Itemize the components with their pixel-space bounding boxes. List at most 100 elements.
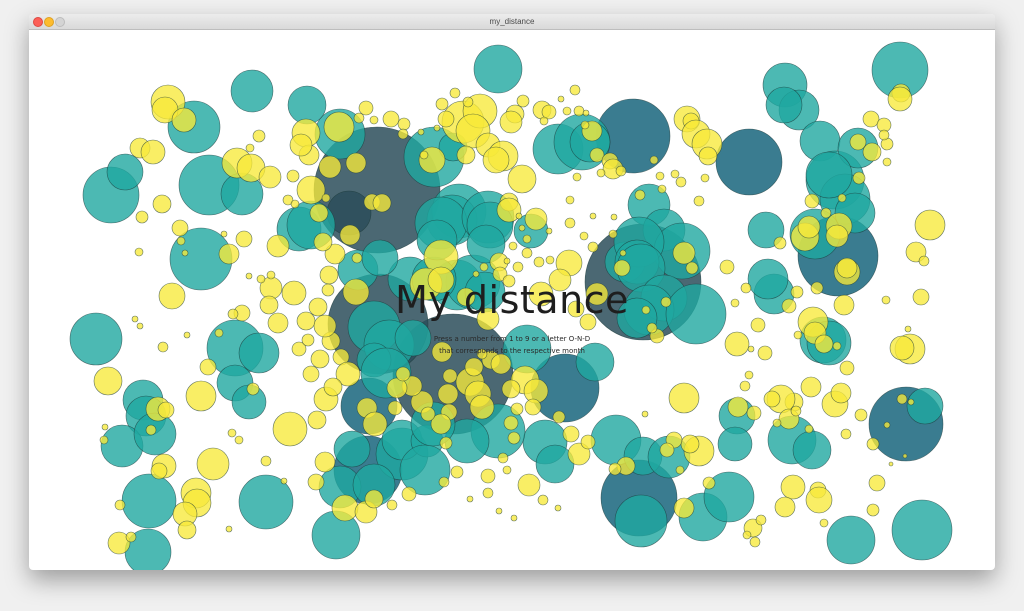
- distance-bubble: [437, 110, 455, 128]
- distance-bubble: [522, 234, 532, 244]
- distance-bubble: [849, 133, 867, 151]
- distance-bubble: [309, 203, 329, 223]
- distance-bubble: [557, 95, 565, 103]
- distance-bubble: [121, 473, 177, 529]
- distance-bubble: [282, 194, 294, 206]
- distance-bubble: [171, 219, 189, 237]
- distance-bubble: [792, 430, 832, 470]
- distance-bubble: [333, 430, 371, 468]
- distance-bubble: [439, 436, 453, 450]
- distance-bubble: [702, 476, 716, 490]
- distance-bubble: [862, 110, 880, 128]
- sketch-canvas[interactable]: My distance Press a number from 1 to 9 o…: [29, 30, 995, 570]
- close-window-button[interactable]: [33, 17, 43, 27]
- distance-bubble: [245, 272, 253, 280]
- distance-bubble: [176, 236, 186, 246]
- distance-bubble: [266, 270, 276, 280]
- distance-bubble: [466, 495, 474, 503]
- distance-bubble: [907, 398, 915, 406]
- distance-bubble: [140, 139, 166, 165]
- distance-bubble: [832, 341, 842, 351]
- distance-bubble: [437, 383, 459, 405]
- distance-bubble: [668, 382, 700, 414]
- distance-bubble: [837, 193, 847, 203]
- distance-bubble: [397, 128, 409, 140]
- distance-bubble: [589, 147, 605, 163]
- distance-bubble: [882, 157, 892, 167]
- distance-bubble: [517, 473, 541, 497]
- distance-bubble: [742, 530, 752, 540]
- distance-bubble: [862, 142, 882, 162]
- distance-bubble: [589, 212, 597, 220]
- distance-bubble: [135, 210, 149, 224]
- distance-bubble: [196, 447, 230, 481]
- distance-bubble: [181, 249, 189, 257]
- distance-bubble: [177, 520, 197, 540]
- distance-bubble: [321, 283, 335, 297]
- distance-bubble: [659, 442, 675, 458]
- distance-bubble: [724, 331, 750, 357]
- distance-bubble: [324, 243, 346, 265]
- distance-bubble: [272, 411, 308, 447]
- distance-bubble: [114, 499, 126, 511]
- distance-bubble: [502, 274, 516, 288]
- distance-bubble: [744, 370, 754, 380]
- distance-bubble: [302, 365, 320, 383]
- distance-bubble: [763, 390, 781, 408]
- distance-bubble: [345, 152, 367, 174]
- distance-bubble: [225, 525, 233, 533]
- distance-bubble: [660, 296, 672, 308]
- distance-bubble: [613, 259, 631, 277]
- distance-bubble: [450, 465, 464, 479]
- distance-bubble: [820, 207, 832, 219]
- distance-bubble: [902, 453, 908, 459]
- distance-bubble: [580, 120, 590, 130]
- distance-bubble: [214, 328, 224, 338]
- distance-bubble: [145, 424, 157, 436]
- distance-bubble: [430, 413, 452, 435]
- window-titlebar[interactable]: my_distance: [29, 14, 995, 30]
- distance-bubble: [868, 474, 886, 492]
- distance-bubble: [185, 380, 217, 412]
- distance-bubble: [353, 112, 365, 124]
- distance-bubble: [462, 96, 474, 108]
- distance-bubble: [715, 128, 783, 196]
- distance-bubble: [289, 133, 313, 157]
- distance-bubble: [230, 69, 274, 113]
- distance-bubble: [747, 211, 785, 249]
- distance-bubble: [280, 477, 288, 485]
- distance-bubble: [321, 193, 331, 203]
- distance-bubble: [839, 360, 855, 376]
- distance-bubble: [614, 494, 668, 548]
- distance-bubble: [499, 110, 523, 134]
- distance-bubble: [472, 270, 480, 278]
- distance-bubble: [256, 274, 266, 284]
- distance-bubble: [747, 258, 789, 300]
- distance-bubble: [608, 229, 618, 239]
- distance-bubble: [502, 465, 512, 475]
- distance-bubble: [515, 212, 523, 220]
- distance-bubble: [673, 497, 695, 519]
- distance-bubble: [533, 256, 545, 268]
- distance-bubble: [476, 348, 488, 360]
- distance-bubble: [774, 496, 796, 518]
- distance-bubble: [246, 382, 260, 396]
- distance-bubble: [670, 169, 680, 179]
- distance-bubble: [323, 377, 343, 397]
- distance-bubble: [503, 257, 511, 265]
- distance-bubble: [456, 145, 476, 165]
- zoom-window-button[interactable]: [55, 17, 65, 27]
- distance-bubble: [93, 366, 123, 396]
- distance-bubble: [634, 189, 646, 201]
- distance-bubble: [693, 195, 705, 207]
- distance-bubble: [449, 87, 461, 99]
- distance-bubble: [836, 257, 858, 279]
- distance-bubble: [730, 298, 740, 308]
- distance-bubble: [438, 476, 450, 488]
- distance-bubble: [545, 227, 553, 235]
- distance-bubble: [152, 194, 172, 214]
- minimize-window-button[interactable]: [44, 17, 54, 27]
- distance-bubble: [891, 499, 953, 561]
- distance-bubble: [866, 503, 880, 517]
- distance-bubble: [417, 128, 425, 136]
